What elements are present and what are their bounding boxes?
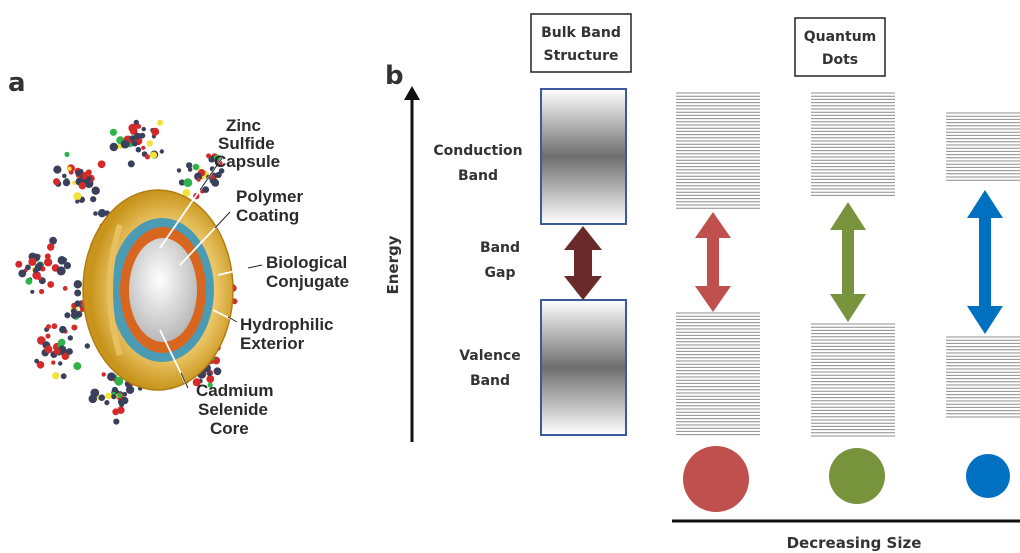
panel-a-labels: Zinc Sulfide Capsule Polymer Coating Bio… (196, 116, 349, 438)
qd-blue-dot (966, 454, 1010, 498)
label-zinc-3: Capsule (214, 152, 280, 171)
label-hydrophilic-2: Exterior (240, 334, 305, 353)
quantum-dots-title-2: Dots (822, 52, 858, 68)
qd-red-gap-arrow (695, 212, 731, 312)
energy-axis-arrowhead (404, 86, 420, 100)
label-cadmium-1: Cadmium (196, 381, 273, 400)
molecule-cluster (15, 236, 71, 295)
quantum-dots-title-1: Quantum (804, 29, 877, 45)
molecule-cluster (176, 153, 225, 200)
conduction-label-1: Conduction (433, 143, 522, 159)
cadmium-selenide-core (129, 238, 197, 342)
molecule-cluster (34, 323, 91, 380)
label-cadmium-3: Core (210, 419, 249, 438)
bulk-band-title-2: Structure (543, 48, 618, 64)
molecule-cluster (109, 119, 164, 168)
molecule-cluster (53, 151, 106, 204)
gap-label-2: Gap (485, 265, 516, 281)
bulk-band-title-1: Bulk Band (541, 25, 621, 41)
quantum-dot-illustration (15, 119, 238, 425)
valence-label-2: Band (470, 373, 510, 389)
panel-a-leader-lines-dark (180, 157, 263, 389)
cutaway-edge (107, 224, 123, 356)
bulk-gap-arrow (564, 226, 602, 300)
label-polymer-1: Polymer (236, 187, 303, 206)
label-biological-2: Conjugate (266, 272, 349, 291)
label-hydrophilic-1: Hydrophilic (240, 315, 334, 334)
qd-red-dot (683, 446, 749, 512)
panel-a-letter: a (8, 68, 26, 98)
qd-green-gap-arrow (830, 202, 866, 322)
energy-label: Energy (384, 235, 402, 294)
label-zinc-1: Zinc (226, 116, 261, 135)
valence-label-1: Valence (459, 348, 521, 364)
label-polymer-2: Coating (236, 206, 299, 225)
qd-blue-gap-arrow (967, 190, 1003, 334)
qd-green-dot (829, 448, 885, 504)
label-zinc-2: Sulfide (218, 134, 275, 153)
quantum-dots-title-box (794, 17, 886, 77)
bulk-valence-band (540, 299, 627, 436)
size-label: Decreasing Size (787, 534, 922, 552)
label-cadmium-2: Selenide (198, 400, 268, 419)
gap-label-1: Band (480, 240, 520, 256)
quantum-dot-energy-levels (676, 92, 1020, 437)
bulk-conduction-band (540, 88, 627, 225)
label-biological-1: Biological (266, 253, 347, 272)
conduction-label-2: Band (458, 168, 498, 184)
panel-b-letter: b (385, 61, 404, 91)
bulk-band-title-box (530, 13, 632, 73)
